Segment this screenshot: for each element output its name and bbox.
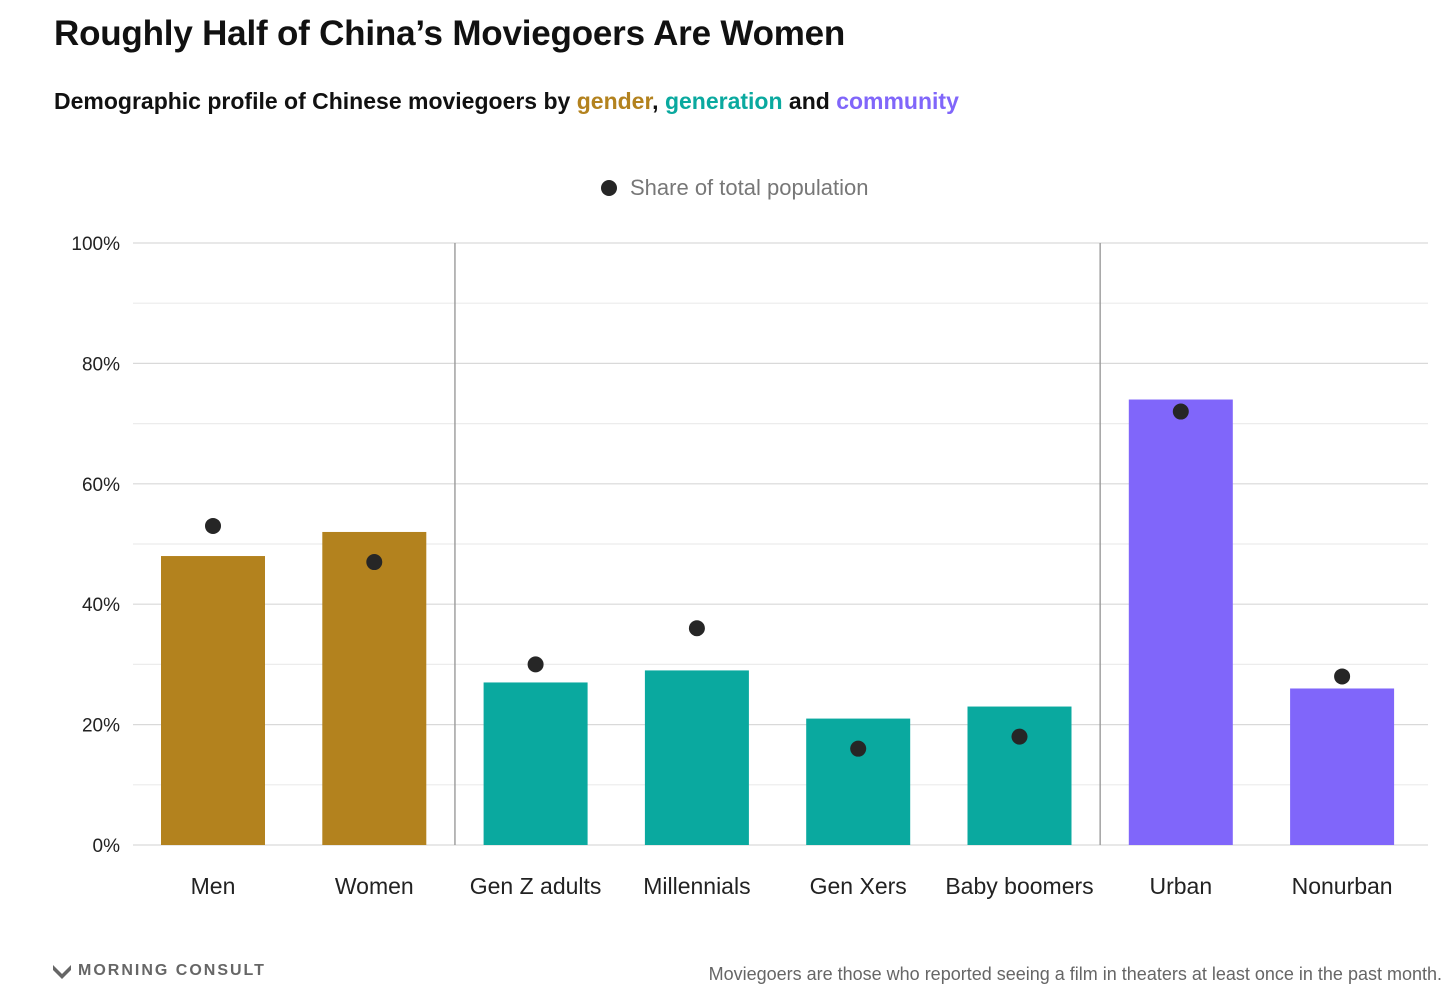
legend-label: Share of total population bbox=[630, 175, 869, 200]
x-tick-label: Women bbox=[335, 873, 414, 899]
y-tick-label: 40% bbox=[82, 595, 120, 616]
chart-title: Roughly Half of China’s Moviegoers Are W… bbox=[54, 14, 846, 53]
logo-text: MORNING CONSULT bbox=[78, 962, 266, 979]
x-tick-label: Gen Z adults bbox=[470, 873, 602, 899]
y-tick-label: 80% bbox=[82, 354, 120, 375]
y-tick-label: 20% bbox=[82, 716, 120, 737]
bar-gen-xers bbox=[806, 718, 911, 845]
subtitle-prefix: Demographic profile of Chinese moviegoer… bbox=[54, 88, 577, 114]
population-dot bbox=[1011, 728, 1028, 745]
subtitle-community: community bbox=[836, 88, 959, 114]
bar-women bbox=[322, 531, 427, 845]
morning-consult-logo: MORNING CONSULT bbox=[52, 962, 266, 980]
bar-baby-boomers bbox=[967, 706, 1072, 845]
y-tick-label: 0% bbox=[93, 836, 121, 857]
x-tick-label: Men bbox=[191, 873, 236, 899]
bar-gen-z-adults bbox=[483, 682, 588, 845]
population-dot bbox=[688, 620, 705, 637]
population-dot bbox=[205, 517, 221, 534]
bar-men bbox=[161, 556, 265, 845]
x-tick-label: Nonurban bbox=[1292, 873, 1393, 899]
subtitle-sep2: and bbox=[782, 88, 837, 114]
legend-dot bbox=[601, 180, 617, 196]
subtitle-sep1: , bbox=[652, 88, 665, 114]
subtitle-gender: gender bbox=[576, 88, 653, 114]
logo-mark-icon bbox=[53, 965, 71, 979]
y-tick-label: 60% bbox=[82, 475, 120, 496]
footnote: Moviegoers are those who reported seeing… bbox=[708, 964, 1442, 984]
x-tick-label: Millennials bbox=[643, 873, 750, 899]
bar-millennials bbox=[644, 670, 749, 845]
chart-subtitle: Demographic profile of Chinese moviegoer… bbox=[54, 88, 959, 115]
y-tick-label: 100% bbox=[71, 234, 120, 255]
bar-urban bbox=[1128, 399, 1233, 845]
x-tick-label: Gen Xers bbox=[810, 873, 907, 899]
x-tick-label: Urban bbox=[1149, 873, 1212, 899]
population-dot bbox=[850, 740, 867, 757]
population-dot bbox=[1172, 403, 1189, 420]
bar-nonurban bbox=[1290, 688, 1395, 845]
population-dot bbox=[366, 554, 383, 571]
legend: Share of total population bbox=[601, 175, 869, 200]
subtitle-generation: generation bbox=[664, 88, 783, 114]
x-tick-label: Baby boomers bbox=[945, 873, 1093, 899]
population-dot bbox=[527, 656, 544, 673]
population-dot bbox=[1334, 668, 1351, 685]
